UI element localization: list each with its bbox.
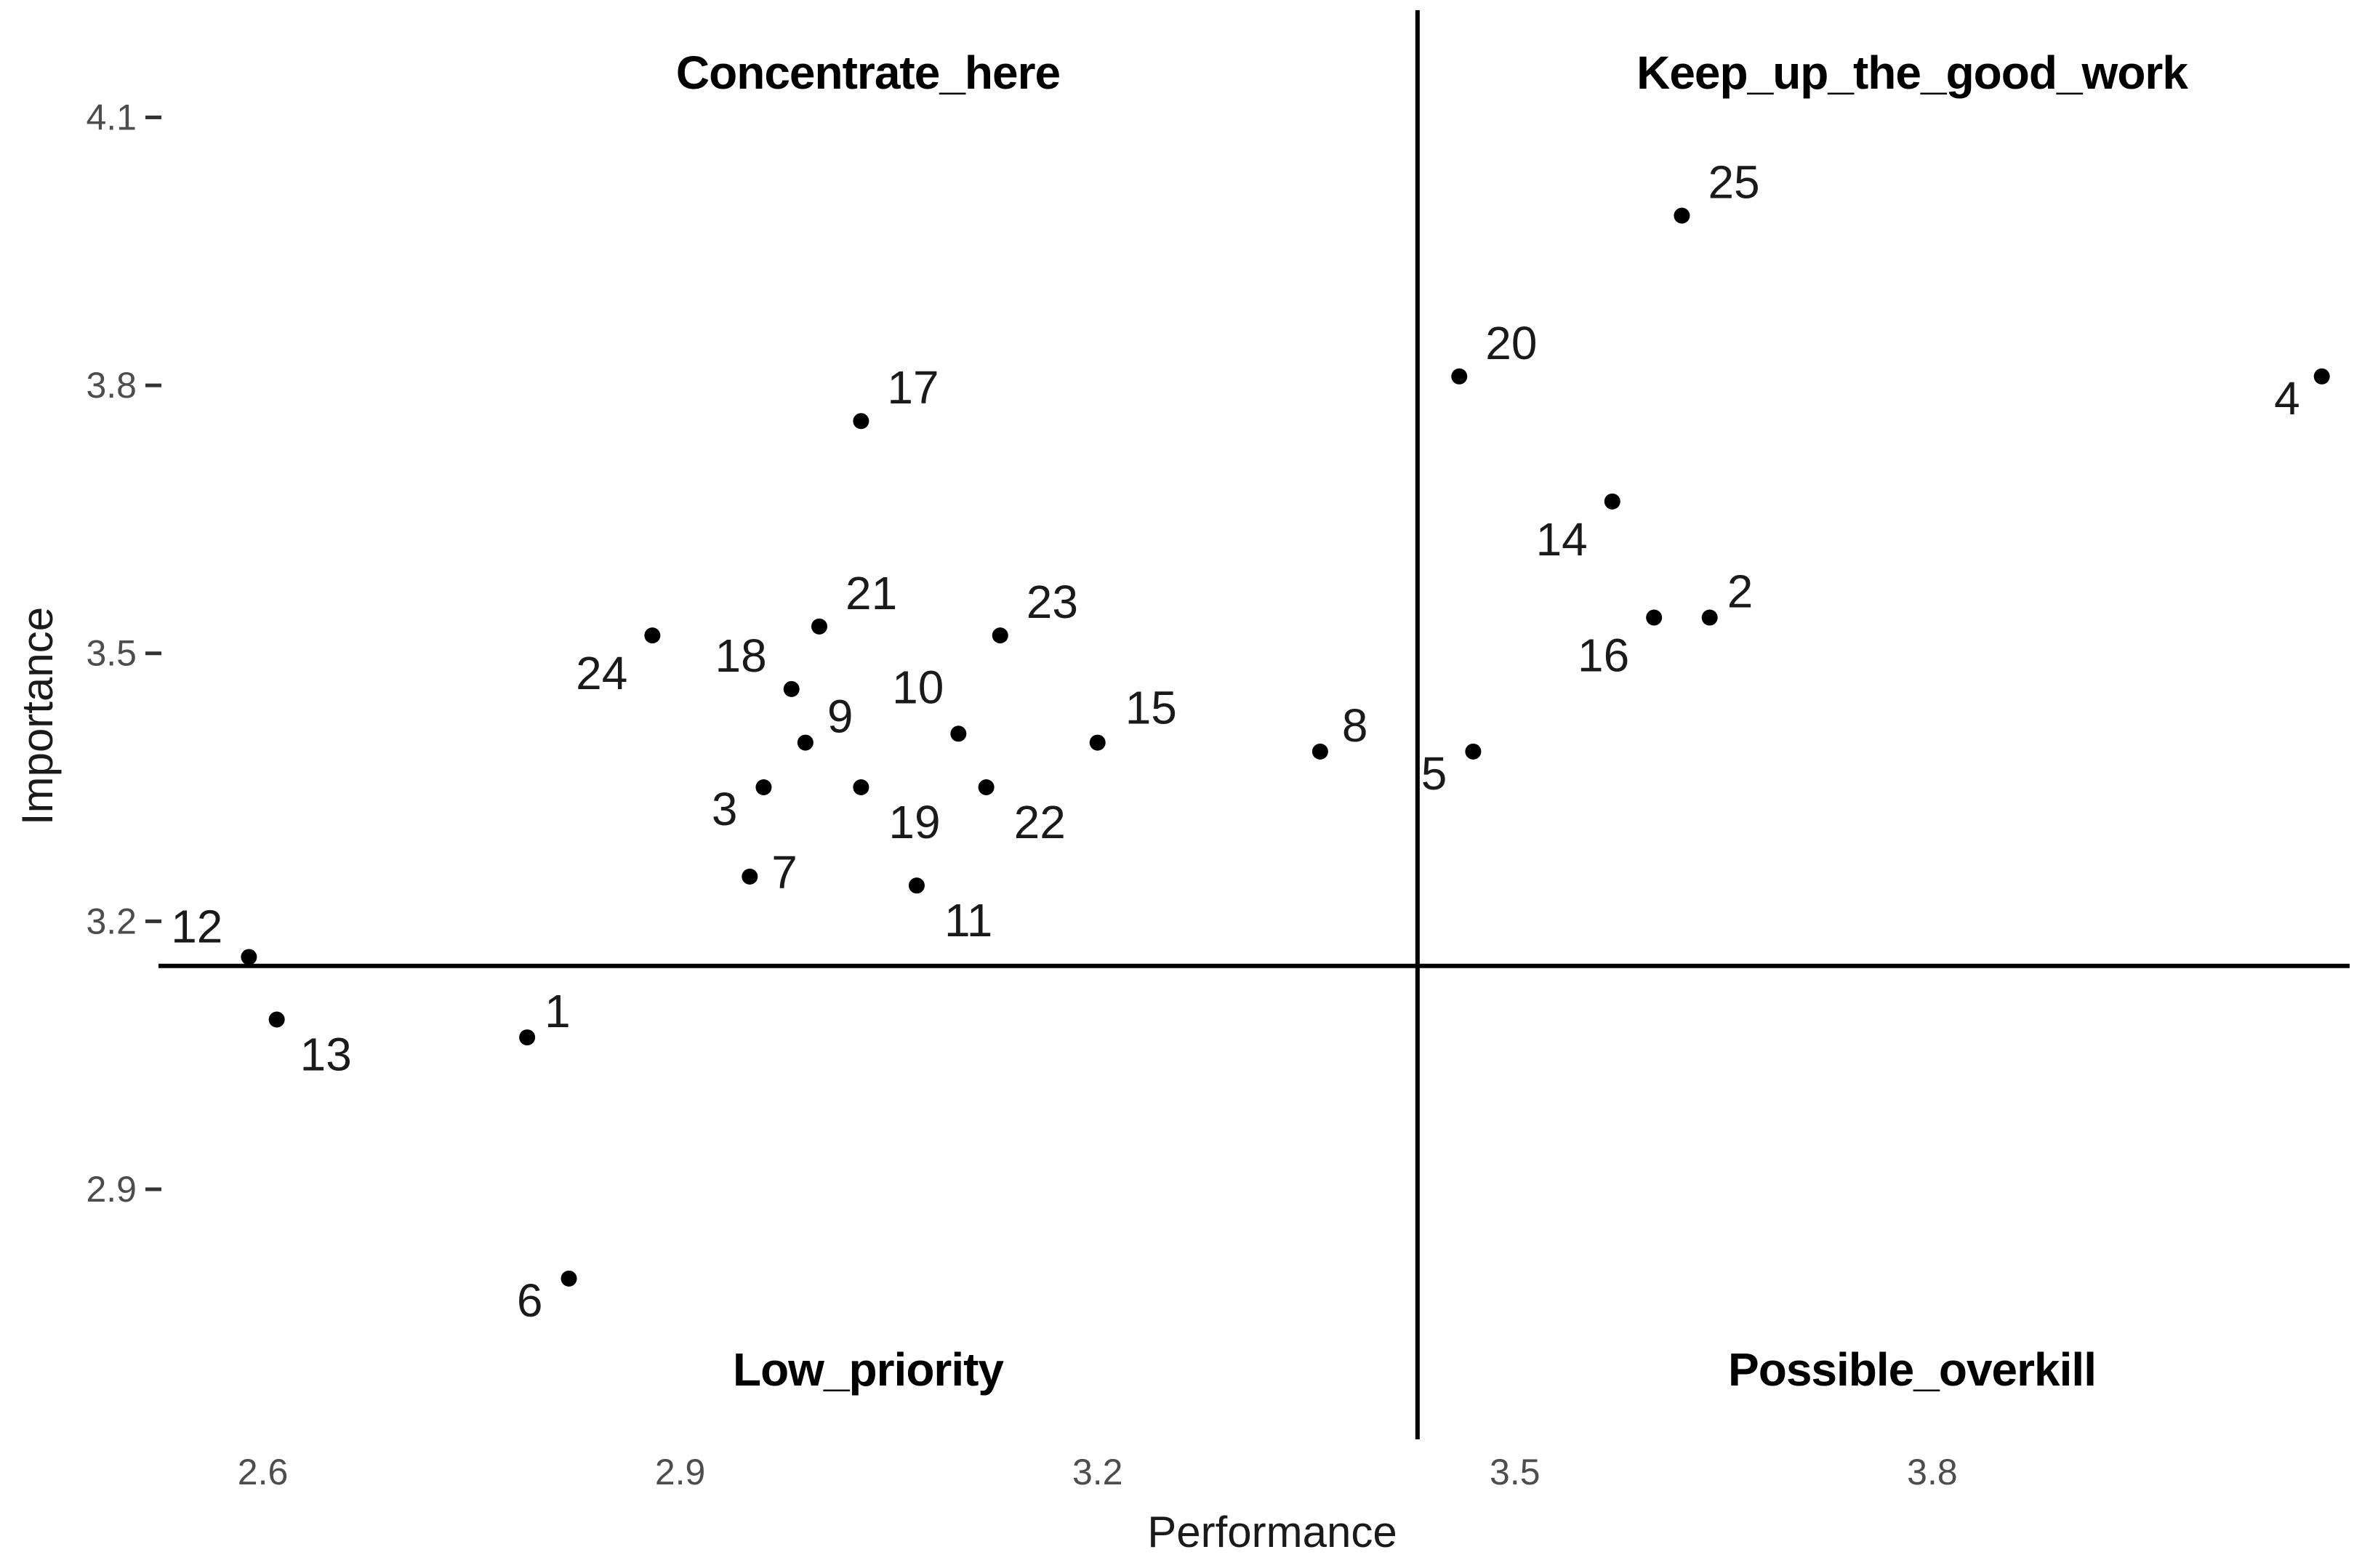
quadrant-label-keep-up-the-good-work: Keep_up_the_good_work bbox=[1636, 47, 2188, 99]
point-label-3: 3 bbox=[712, 783, 738, 835]
quadrant-label-possible-overkill: Possible_overkill bbox=[1728, 1343, 2096, 1396]
data-points bbox=[241, 207, 2330, 1287]
point-label-5: 5 bbox=[1421, 747, 1447, 800]
y-tick-label: 2.9 bbox=[86, 1169, 137, 1210]
x-axis-title: Performance bbox=[1147, 1508, 1397, 1556]
data-point-1 bbox=[519, 1029, 536, 1046]
y-tick-label: 3.2 bbox=[86, 901, 137, 941]
data-point-21 bbox=[811, 618, 827, 635]
x-tick-label: 3.5 bbox=[1490, 1452, 1540, 1492]
y-axis: 2.9 3.2 3.5 3.8 4.1 bbox=[86, 97, 161, 1210]
y-tick-label: 4.1 bbox=[86, 97, 137, 137]
data-point-13 bbox=[268, 1011, 285, 1028]
data-point-5 bbox=[1465, 743, 1482, 760]
point-label-17: 17 bbox=[887, 361, 939, 414]
point-label-9: 9 bbox=[827, 691, 853, 743]
point-label-7: 7 bbox=[771, 846, 798, 898]
data-point-24 bbox=[644, 627, 661, 644]
x-tick-label: 3.8 bbox=[1907, 1452, 1958, 1492]
point-label-2: 2 bbox=[1727, 566, 1754, 618]
point-label-23: 23 bbox=[1027, 576, 1078, 628]
point-label-20: 20 bbox=[1485, 317, 1537, 369]
data-point-14 bbox=[1604, 493, 1620, 510]
y-tick-label: 3.8 bbox=[86, 365, 137, 406]
data-point-11 bbox=[908, 877, 925, 894]
quadrant-label-low-priority: Low_priority bbox=[733, 1343, 1004, 1396]
data-point-17 bbox=[853, 413, 869, 430]
point-label-10: 10 bbox=[892, 661, 944, 713]
data-point-22 bbox=[978, 779, 995, 796]
point-label-22: 22 bbox=[1014, 796, 1066, 848]
point-label-15: 15 bbox=[1125, 682, 1177, 734]
quadrant-label-concentrate-here: Concentrate_here bbox=[676, 47, 1060, 99]
point-label-21: 21 bbox=[845, 567, 897, 619]
data-point-8 bbox=[1311, 743, 1328, 760]
point-label-1: 1 bbox=[545, 985, 571, 1037]
data-point-6 bbox=[561, 1270, 577, 1287]
x-tick-label: 3.2 bbox=[1072, 1452, 1123, 1492]
data-point-4 bbox=[2313, 368, 2330, 385]
data-point-10 bbox=[950, 725, 967, 742]
point-label-12: 12 bbox=[171, 900, 222, 952]
y-tick-label: 3.5 bbox=[86, 633, 137, 674]
point-label-8: 8 bbox=[1342, 699, 1368, 752]
point-label-18: 18 bbox=[715, 630, 767, 682]
point-label-11: 11 bbox=[944, 894, 992, 946]
data-point-3 bbox=[755, 779, 772, 796]
x-tick-label: 2.6 bbox=[238, 1452, 289, 1492]
data-point-2 bbox=[1701, 609, 1718, 626]
data-point-20 bbox=[1451, 368, 1468, 385]
point-label-19: 19 bbox=[888, 796, 940, 848]
data-point-25 bbox=[1674, 207, 1690, 224]
data-point-12 bbox=[241, 949, 257, 965]
y-axis-title: Importance bbox=[13, 607, 62, 825]
point-label-13: 13 bbox=[300, 1028, 352, 1080]
data-point-19 bbox=[853, 779, 869, 796]
point-label-14: 14 bbox=[1536, 513, 1588, 566]
x-axis: 2.6 2.9 3.2 3.5 3.8 bbox=[238, 1452, 1958, 1492]
data-point-23 bbox=[992, 627, 1008, 644]
data-point-7 bbox=[742, 868, 758, 885]
point-label-4: 4 bbox=[2274, 372, 2300, 425]
data-point-9 bbox=[797, 734, 814, 751]
point-labels: 1234567891011121314151617181920212223242… bbox=[171, 156, 2300, 1327]
point-label-6: 6 bbox=[517, 1274, 543, 1327]
data-point-18 bbox=[783, 680, 800, 697]
point-label-25: 25 bbox=[1708, 156, 1759, 209]
point-label-24: 24 bbox=[576, 647, 627, 699]
point-label-16: 16 bbox=[1578, 630, 1629, 682]
data-point-16 bbox=[1646, 609, 1663, 626]
x-tick-label: 2.9 bbox=[655, 1452, 706, 1492]
data-point-15 bbox=[1089, 734, 1106, 751]
reference-lines bbox=[158, 10, 2350, 1439]
